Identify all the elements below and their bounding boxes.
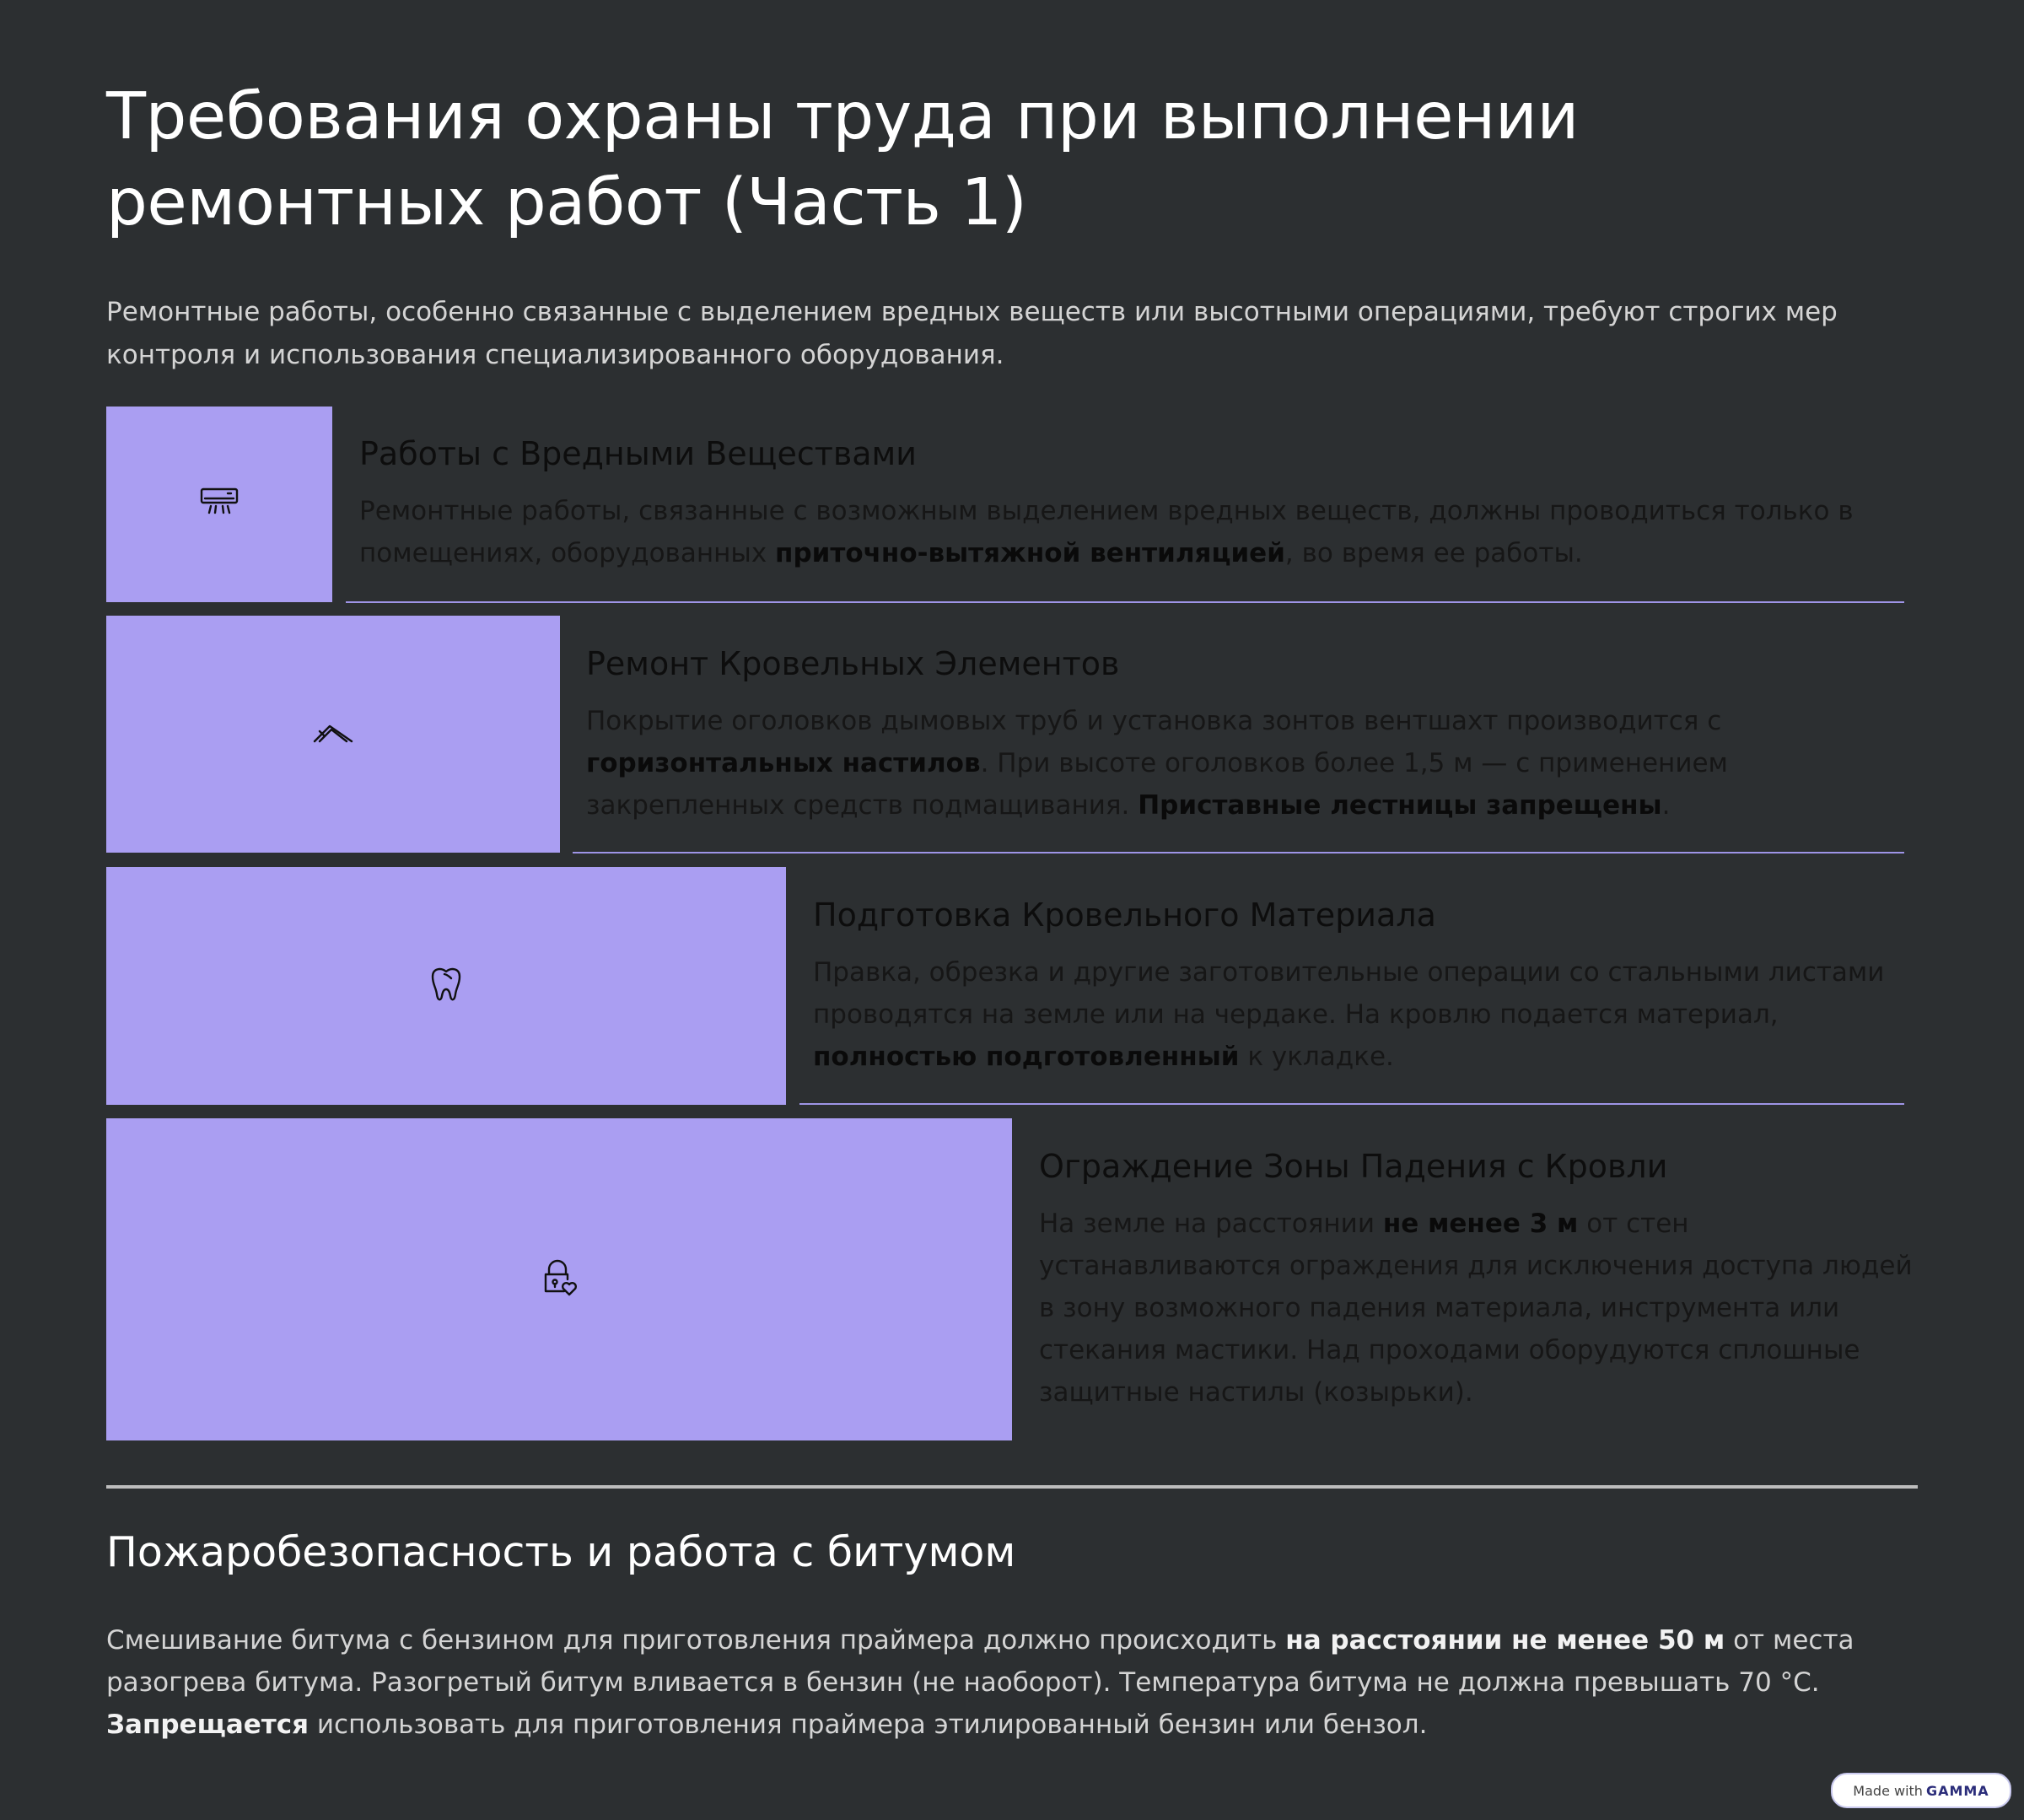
step-1-text: Ремонтные работы, связанные с возможным … — [359, 490, 1903, 574]
text-segment: Покрытие оголовков дымовых труб и устано… — [586, 706, 1722, 736]
text-segment: использовать для приготовления праймера … — [309, 1710, 1428, 1740]
step-4-title: Ограждение Зоны Падения с Кровли — [1039, 1148, 1668, 1185]
section-divider — [106, 1485, 1918, 1489]
air-conditioner-icon — [199, 482, 240, 526]
step-4-icon-box — [106, 1118, 1012, 1440]
step-4-text: На земле на расстоянии не менее 3 м от с… — [1039, 1203, 1916, 1413]
emphasis-text: на расстоянии не менее 50 м — [1285, 1625, 1725, 1656]
emphasis-text: Приставные лестницы запрещены — [1138, 790, 1662, 821]
text-segment: Смешивание битума с бензином для пригото… — [106, 1625, 1286, 1656]
fire-safety-heading: Пожаробезопасность и работа с битумом — [106, 1528, 1016, 1576]
step-2-divider — [573, 852, 1904, 853]
tooth-icon — [426, 964, 466, 1008]
step-3-text: Правка, обрезка и другие заготовительные… — [813, 951, 1909, 1078]
text-segment: Правка, обрезка и другие заготовительные… — [813, 957, 1885, 1030]
lock-heart-icon — [539, 1257, 579, 1301]
emphasis-text: горизонтальных настилов — [586, 748, 981, 778]
text-segment: На земле на расстоянии — [1039, 1209, 1383, 1239]
emphasis-text: полностью подготовленный — [813, 1042, 1240, 1072]
fire-safety-text: Смешивание битума с бензином для пригото… — [106, 1619, 1918, 1746]
emphasis-text: Запрещается — [106, 1710, 310, 1740]
text-segment: , во время ее работы. — [1284, 538, 1583, 568]
page-title: Требования охраны труда при выполнении р… — [106, 79, 1579, 240]
intro-text: Ремонтные работы, особенно связанные с в… — [106, 297, 1838, 370]
step-1-icon-box — [106, 407, 332, 602]
step-2-text: Покрытие оголовков дымовых труб и устано… — [586, 700, 1906, 827]
badge-prefix: Made with — [1853, 1782, 1923, 1799]
text-segment: от стен устанавливаются ограждения для и… — [1039, 1209, 1913, 1408]
text-segment: к укладке. — [1239, 1042, 1394, 1072]
text-segment: . — [1661, 790, 1671, 821]
emphasis-text: приточно-вытяжной вентиляцией — [775, 538, 1285, 568]
step-1-divider — [346, 601, 1904, 603]
step-2-title: Ремонт Кровельных Элементов — [586, 645, 1120, 682]
text-segment: Ремонтные работы, связанные с возможным … — [359, 496, 1854, 568]
text-segment: от места разогрева битума. Разогретый би… — [106, 1625, 1854, 1698]
step-1-title: Работы с Вредными Веществами — [359, 435, 917, 472]
roof-icon — [313, 713, 353, 757]
text-segment: . При высоте оголовков более 1,5 м — с п… — [586, 748, 1728, 821]
emphasis-text: не менее 3 м — [1382, 1209, 1579, 1239]
badge-brand: GAMMA — [1925, 1782, 1989, 1799]
step-3-divider — [799, 1103, 1904, 1105]
step-2-icon-box — [106, 616, 560, 853]
step-3-icon-box — [106, 867, 786, 1105]
made-with-gamma-badge[interactable]: Made with GAMMA — [1831, 1773, 2011, 1808]
step-3-title: Подготовка Кровельного Материала — [813, 897, 1436, 934]
